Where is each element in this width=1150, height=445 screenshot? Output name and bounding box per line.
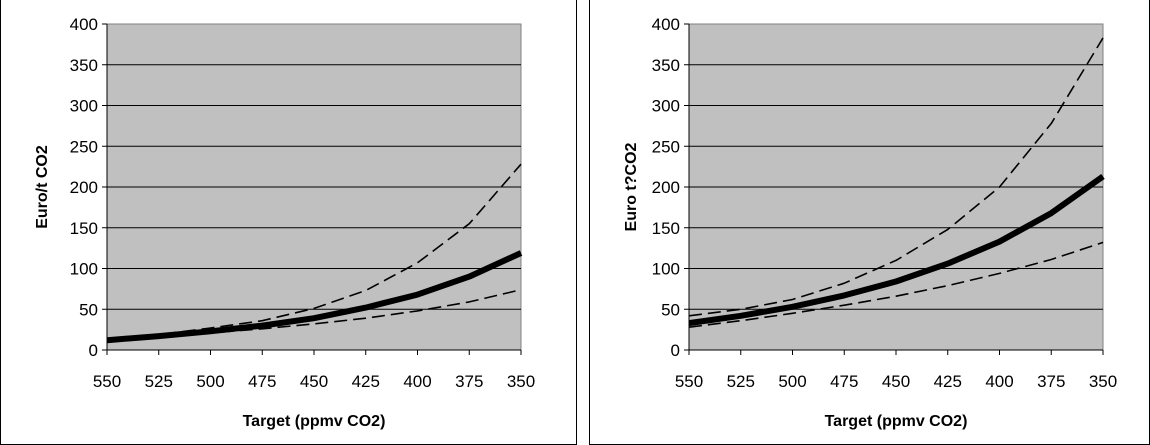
x-tick-label: 425 xyxy=(934,372,962,391)
y-tick-label: 250 xyxy=(70,137,98,156)
x-tick-label: 375 xyxy=(455,372,483,391)
y-tick-label: 150 xyxy=(70,219,98,238)
x-tick-label: 525 xyxy=(727,372,755,391)
y-tick-label: 300 xyxy=(652,97,680,116)
series-line-dashed-1 xyxy=(688,37,1104,317)
chart-panel-right: 0 50 100 150 200 250 300 350 400 550 525 500 475 450 4… xyxy=(589,0,1150,445)
series-line-dashed-1 xyxy=(106,163,522,340)
x-tick-label: 500 xyxy=(778,372,806,391)
y-tick-label: 300 xyxy=(70,97,98,116)
x-tick-label: 400 xyxy=(403,372,431,391)
x-tick-label: 525 xyxy=(145,372,173,391)
x-tick-label: 450 xyxy=(882,372,910,391)
x-tick-label: 375 xyxy=(1037,372,1065,391)
x-axis-title: Target (ppmv CO2) xyxy=(243,413,386,430)
chart-panel-left: 0 50 100 150 200 250 300 350 400 550 525 500 475 450 4… xyxy=(0,0,577,445)
y-tick-label: 350 xyxy=(652,56,680,75)
y-axis-title: Euro/t CO2 xyxy=(34,145,51,229)
x-tick-label: 400 xyxy=(985,372,1013,391)
x-axis-title: Target (ppmv CO2) xyxy=(825,413,968,430)
y-tick-label: 100 xyxy=(70,260,98,279)
y-tick-label: 400 xyxy=(70,15,98,34)
y-tick-label: 250 xyxy=(652,137,680,156)
y-tick-label: 0 xyxy=(89,341,98,360)
x-tick-label: 475 xyxy=(830,372,858,391)
x-tick-label: 475 xyxy=(248,372,276,391)
line-chart-left: 0 50 100 150 200 250 300 350 400 550 525 500 475 450 4… xyxy=(34,15,535,430)
x-tick-label: 500 xyxy=(196,372,224,391)
x-tick-label: 550 xyxy=(93,372,121,391)
x-tick-label: 450 xyxy=(300,372,328,391)
x-tick-label: 350 xyxy=(1089,372,1117,391)
series-line-central xyxy=(688,173,1105,327)
y-tick-label: 0 xyxy=(671,341,680,360)
y-axis-title: Euro t?CO2 xyxy=(623,142,640,231)
y-tick-label: 50 xyxy=(79,300,98,319)
line-chart-right: 0 50 100 150 200 250 300 350 400 550 525 500 475 450 4… xyxy=(623,15,1117,430)
y-tick-label: 50 xyxy=(661,300,680,319)
y-tick-label: 100 xyxy=(652,260,680,279)
x-tick-label: 425 xyxy=(352,372,380,391)
series-line-central xyxy=(106,250,523,344)
x-tick-label: 550 xyxy=(675,372,703,391)
x-tick-label: 350 xyxy=(507,372,535,391)
series-line-dashed-2 xyxy=(106,288,522,341)
y-tick-label: 200 xyxy=(70,178,98,197)
y-tick-label: 350 xyxy=(70,56,98,75)
y-tick-label: 200 xyxy=(652,178,680,197)
series-line-dashed-2 xyxy=(688,241,1104,328)
y-tick-label: 400 xyxy=(652,15,680,34)
y-tick-label: 150 xyxy=(652,219,680,238)
